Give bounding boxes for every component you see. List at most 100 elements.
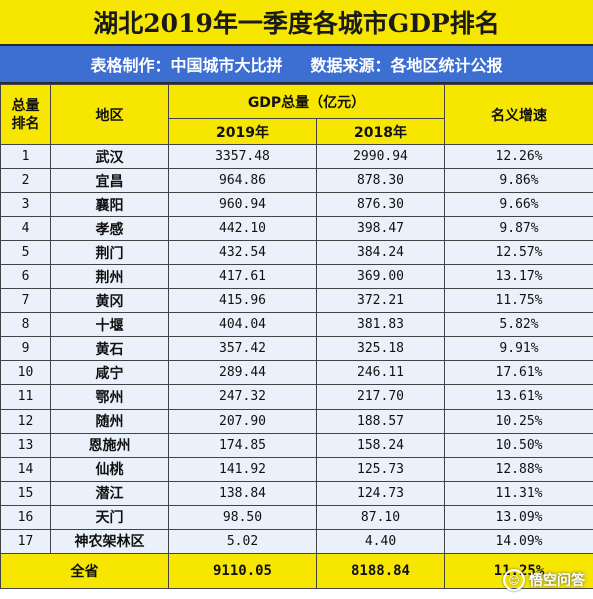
growth-cell: 13.17% [444,264,593,290]
table-row: 8 十堰 404.04 381.83 5.82% [0,312,593,338]
rank-cell: 12 [0,408,51,434]
gdp-2019-cell: 141.92 [168,456,317,482]
gdp-table: 总量 排名 地区 GDP总量（亿元） 名义增速 2019年 2018年 1 武汉 3… [0,84,593,589]
region-cell: 潜江 [50,480,169,506]
rank-cell: 11 [0,384,51,410]
growth-cell: 10.50% [444,432,593,458]
gdp-2018-cell: 217.70 [316,384,445,410]
gdp-2018-cell: 369.00 [316,264,445,290]
gdp-2018-cell: 125.73 [316,456,445,482]
gdp-2019-cell: 964.86 [168,168,317,194]
table-row: 7 黄冈 415.96 372.21 11.75% [0,288,593,314]
growth-cell: 12.88% [444,456,593,482]
table-row: 13 恩施州 174.85 158.24 10.50% [0,432,593,458]
region-cell: 天门 [50,504,169,530]
table-row: 14 仙桃 141.92 125.73 12.88% [0,456,593,482]
gdp-2019-cell: 289.44 [168,360,317,386]
gdp-2019-cell: 432.54 [168,240,317,266]
rank-cell: 1 [0,143,51,170]
gdp-2019-cell: 960.94 [168,192,317,218]
table-row: 4 孝感 442.10 398.47 9.87% [0,216,593,242]
table-row: 10 咸宁 289.44 246.11 17.61% [0,360,593,386]
header-2019: 2019年 [168,118,317,145]
growth-cell: 11.31% [444,480,593,506]
region-cell: 宜昌 [50,168,169,194]
data-source: 数据来源：各地区统计公报 [310,56,503,75]
region-cell: 恩施州 [50,432,169,458]
table-row: 6 荆州 417.61 369.00 13.17% [0,264,593,290]
table-maker: 表格制作：中国城市大比拼 [90,56,283,75]
gdp-2018-cell: 87.10 [316,504,445,530]
rank-cell: 15 [0,480,51,506]
region-cell: 神农架林区 [50,528,169,554]
region-cell: 荆门 [50,240,169,266]
table-body: 1 武汉 3357.48 2990.94 12.26% 2 宜昌 964.86 878.30 9.… [0,143,593,554]
watermark-text: 悟空问答 [529,573,585,589]
growth-cell: 11.75% [444,288,593,314]
page-title: 湖北2019年一季度各城市GDP排名 [0,0,593,46]
table-row: 5 荆门 432.54 384.24 12.57% [0,240,593,266]
wukong-logo-icon: ☺ [503,569,525,591]
gdp-2018-cell: 2990.94 [316,143,445,170]
growth-cell: 17.61% [444,360,593,386]
total-2018: 8188.84 [316,552,445,589]
gdp-2019-cell: 442.10 [168,216,317,242]
gdp-2018-cell: 325.18 [316,336,445,362]
gdp-2018-cell: 878.30 [316,168,445,194]
region-cell: 随州 [50,408,169,434]
table-row: 3 襄阳 960.94 876.30 9.66% [0,192,593,218]
growth-cell: 9.91% [444,336,593,362]
gdp-2018-cell: 246.11 [316,360,445,386]
region-cell: 鄂州 [50,384,169,410]
gdp-2019-cell: 5.02 [168,528,317,554]
region-cell: 孝感 [50,216,169,242]
rank-cell: 2 [0,168,51,194]
rank-cell: 10 [0,360,51,386]
region-cell: 咸宁 [50,360,169,386]
gdp-2019-cell: 174.85 [168,432,317,458]
rank-cell: 3 [0,192,51,218]
growth-cell: 13.61% [444,384,593,410]
gdp-2018-cell: 876.30 [316,192,445,218]
rank-cell: 6 [0,264,51,290]
growth-cell: 5.82% [444,312,593,338]
rank-cell: 14 [0,456,51,482]
growth-cell: 14.09% [444,528,593,554]
rank-cell: 16 [0,504,51,530]
table-row: 16 天门 98.50 87.10 13.09% [0,504,593,530]
region-cell: 仙桃 [50,456,169,482]
header-gdp-total: GDP总量（亿元） [168,84,445,119]
gdp-2018-cell: 398.47 [316,216,445,242]
gdp-2018-cell: 381.83 [316,312,445,338]
gdp-2019-cell: 415.96 [168,288,317,314]
growth-cell: 9.66% [444,192,593,218]
region-cell: 十堰 [50,312,169,338]
table-row: 2 宜昌 964.86 878.30 9.86% [0,168,593,194]
total-label: 全省 [0,552,169,589]
table-row: 17 神农架林区 5.02 4.40 14.09% [0,528,593,554]
gdp-2018-cell: 4.40 [316,528,445,554]
table-row: 11 鄂州 247.32 217.70 13.61% [0,384,593,410]
gdp-2018-cell: 158.24 [316,432,445,458]
table-row: 9 黄石 357.42 325.18 9.91% [0,336,593,362]
gdp-2019-cell: 138.84 [168,480,317,506]
meta-bar: 表格制作：中国城市大比拼 数据来源：各地区统计公报 [0,46,593,84]
growth-cell: 10.25% [444,408,593,434]
total-2019: 9110.05 [168,552,317,589]
region-cell: 襄阳 [50,192,169,218]
region-cell: 黄石 [50,336,169,362]
growth-cell: 9.86% [444,168,593,194]
gdp-2019-cell: 417.61 [168,264,317,290]
table-row: 12 随州 207.90 188.57 10.25% [0,408,593,434]
region-cell: 荆州 [50,264,169,290]
growth-cell: 9.87% [444,216,593,242]
header-2018: 2018年 [316,118,445,145]
gdp-2019-cell: 404.04 [168,312,317,338]
growth-cell: 12.57% [444,240,593,266]
growth-cell: 12.26% [444,143,593,170]
gdp-2018-cell: 188.57 [316,408,445,434]
gdp-2019-cell: 247.32 [168,384,317,410]
gdp-2018-cell: 384.24 [316,240,445,266]
rank-cell: 8 [0,312,51,338]
growth-cell: 13.09% [444,504,593,530]
